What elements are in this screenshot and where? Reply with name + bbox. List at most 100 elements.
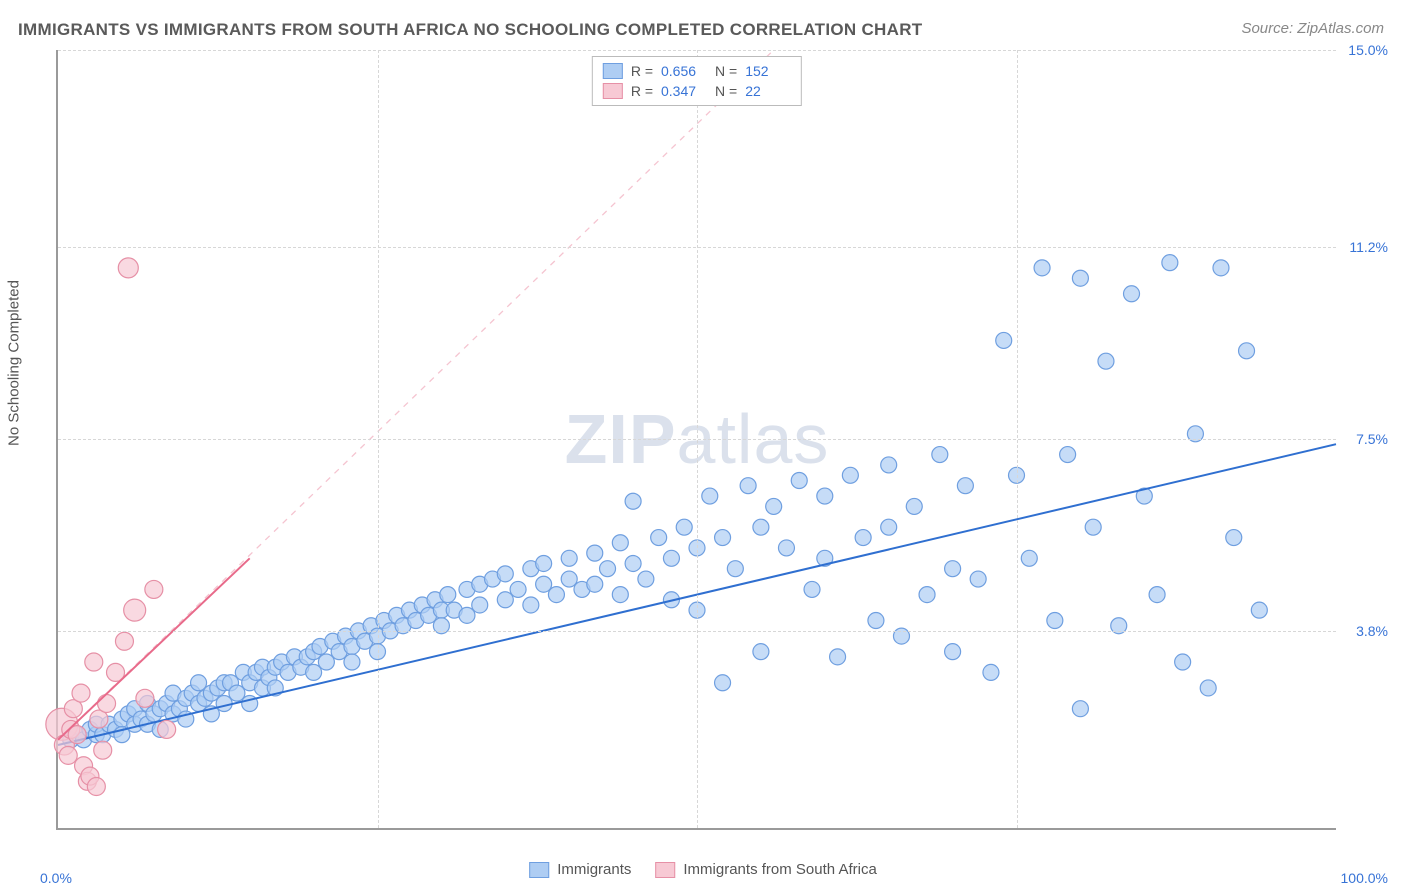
data-point [651,530,667,546]
data-point [561,571,577,587]
data-point [791,472,807,488]
data-point [945,644,961,660]
data-point [702,488,718,504]
data-point [59,746,77,764]
data-point [118,258,138,278]
data-point [1239,343,1255,359]
data-point [906,498,922,514]
y-tick-label: 7.5% [1356,431,1388,447]
data-point [94,741,112,759]
data-point [625,493,641,509]
data-point [72,684,90,702]
data-point [1251,602,1267,618]
data-point [868,613,884,629]
data-point [1072,701,1088,717]
data-point [536,555,552,571]
legend-row: R = 0.656N = 152 [601,61,793,81]
chart-title: IMMIGRANTS VS IMMIGRANTS FROM SOUTH AFRI… [18,20,922,40]
legend-r-label: R = [631,63,653,79]
data-point [536,576,552,592]
plot-area: ZIPatlas R = 0.656N = 152R = 0.347N = 22 [56,50,1336,830]
legend-r-label: R = [631,83,653,99]
data-point [1060,447,1076,463]
data-point [996,332,1012,348]
data-point [98,695,116,713]
chart-container: IMMIGRANTS VS IMMIGRANTS FROM SOUTH AFRI… [0,0,1406,892]
data-point [676,519,692,535]
data-point [497,566,513,582]
data-point [663,550,679,566]
data-point [1021,550,1037,566]
data-point [1124,286,1140,302]
data-point [600,561,616,577]
data-point [158,720,176,738]
data-point [753,644,769,660]
data-point [229,685,245,701]
data-point [510,581,526,597]
source-attribution: Source: ZipAtlas.com [1241,20,1384,37]
data-point [523,597,539,613]
data-point [1085,519,1101,535]
data-point [1034,260,1050,276]
data-point [612,535,628,551]
data-point [715,530,731,546]
data-point [778,540,794,556]
data-point [804,581,820,597]
data-point [638,571,654,587]
gridline-v [378,50,379,828]
data-point [881,519,897,535]
series-legend: Immigrants Immigrants from South Africa [529,861,877,878]
legend-label: Immigrants from South Africa [683,861,876,878]
y-axis-label: No Schooling Completed [6,280,23,446]
data-point [561,550,577,566]
data-point [957,478,973,494]
data-point [753,519,769,535]
legend-n-label: N = [715,83,737,99]
data-point [932,447,948,463]
data-point [727,561,743,577]
data-point [983,664,999,680]
data-point [145,580,163,598]
data-point [124,599,146,621]
data-point [459,607,475,623]
gridline-v [697,50,698,828]
data-point [855,530,871,546]
data-point [587,576,603,592]
data-point [497,592,513,608]
data-point [440,587,456,603]
legend-n-value: 22 [745,83,791,99]
data-point [740,478,756,494]
data-point [85,653,103,671]
data-point [306,664,322,680]
legend-item: Immigrants [529,861,631,878]
data-point [817,488,833,504]
data-point [970,571,986,587]
y-tick-label: 11.2% [1349,239,1388,255]
x-tick-min: 0.0% [40,870,72,886]
data-point [1213,260,1229,276]
data-point [136,689,154,707]
data-point [945,561,961,577]
data-point [881,457,897,473]
data-point [87,778,105,796]
x-tick-max: 100.0% [1341,870,1388,886]
legend-swatch [529,862,549,878]
legend-swatch [655,862,675,878]
data-point [612,587,628,603]
legend-label: Immigrants [557,861,631,878]
data-point [1047,613,1063,629]
data-point [1226,530,1242,546]
data-point [1175,654,1191,670]
legend-item: Immigrants from South Africa [655,861,876,878]
y-tick-label: 3.8% [1356,623,1388,639]
data-point [830,649,846,665]
data-point [344,654,360,670]
data-point [115,632,133,650]
legend-n-label: N = [715,63,737,79]
data-point [1098,353,1114,369]
legend-r-value: 0.656 [661,63,707,79]
data-point [715,675,731,691]
data-point [1162,255,1178,271]
data-point [191,675,207,691]
data-point [1149,587,1165,603]
